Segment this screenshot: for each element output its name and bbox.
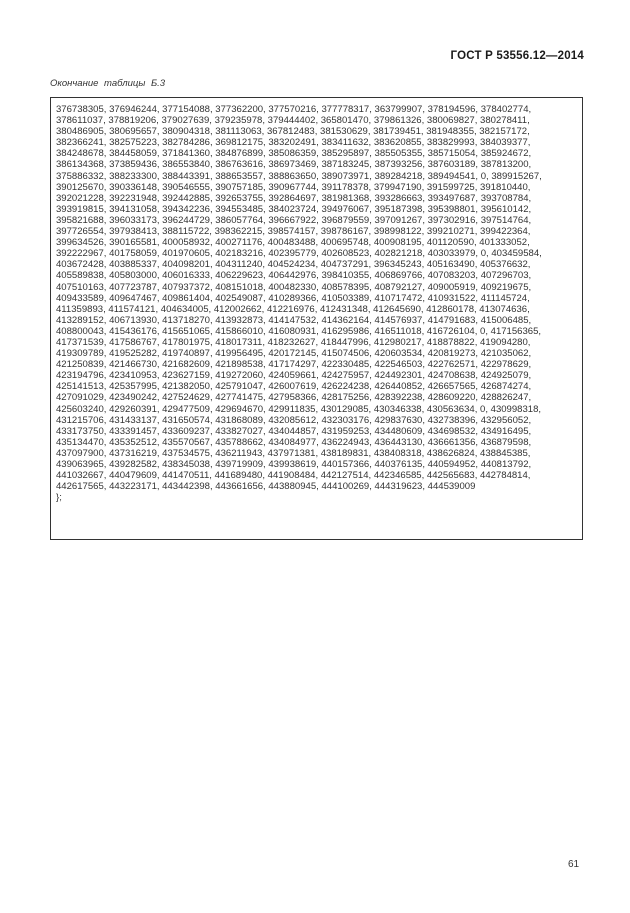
table-text-line: 441032667, 440479609, 441470511, 4416894… — [56, 470, 531, 482]
table-text-line: 380486905, 380695657, 380904318, 3811130… — [56, 126, 530, 138]
table-text-line: 407510163, 407723787, 407937372, 4081510… — [56, 281, 532, 293]
table-text-line: 403672428, 403885337, 404098201, 4043112… — [56, 259, 531, 271]
table-text-line: 413289152, 406713930, 413718270, 4139328… — [56, 314, 532, 326]
table-text-line: 376738305, 376946244, 377154088, 3773622… — [56, 104, 532, 115]
page-number: 61 — [568, 859, 580, 870]
table-b3-continuation: 376738305, 376946244, 377154088, 3773622… — [50, 97, 583, 540]
table-text-line: 411359893, 411574121, 404634005, 4120026… — [56, 303, 530, 315]
table-text-line: 417371539, 417586767, 417801975, 4180173… — [56, 336, 531, 348]
table-text-line: 405589838, 405803000, 406016333, 4062296… — [56, 270, 532, 282]
table-text-line: 427091029, 423490242, 427524629, 4277414… — [56, 392, 532, 404]
table-text-line: }; — [56, 492, 62, 504]
table-text-line: 433173750, 433391457, 433609237, 4338270… — [56, 425, 532, 437]
table-text-line: 392222967, 401758059, 401970605, 4021832… — [56, 248, 542, 260]
table-text-line: 392021228, 392231948, 392442885, 3926537… — [56, 192, 532, 204]
table-text-line: 425141513, 425357995, 421382050, 4257910… — [56, 381, 532, 393]
table-text-line: 378611037, 378819206, 379027639, 3792359… — [56, 115, 530, 127]
document-standard-header: ГОСТ Р 53556.12—2014 — [450, 50, 584, 62]
table-text-line: 431215706, 431433137, 431650574, 4318680… — [56, 414, 532, 426]
table-text-line: 419309789, 419525282, 419740897, 4199564… — [56, 348, 532, 360]
table-text-line: 393919815, 394131058, 394342236, 3945534… — [56, 203, 532, 215]
table-text-line: 421250839, 421466730, 421682609, 4218985… — [56, 359, 532, 371]
table-text-line: 397726554, 397938413, 388115722, 3983622… — [56, 226, 531, 238]
table-text-line: 425603240, 429260391, 429477509, 4296946… — [56, 403, 542, 415]
table-text-line: 442617565, 443223171, 443442398, 4436616… — [56, 481, 476, 493]
table-text-line: 375886332, 388233300, 388443391, 3886535… — [56, 170, 542, 182]
table-text-line: 437097900, 437316219, 437534575, 4362119… — [56, 447, 531, 459]
table-text-line: 382366241, 382575223, 382784286, 3698121… — [56, 137, 531, 149]
table-caption: Окончание таблицы Б.3 — [50, 78, 166, 89]
table-text-line: 399634526, 390165581, 400058932, 4002711… — [56, 237, 530, 249]
table-text-line: 435134470, 435352512, 435570567, 4357886… — [56, 436, 532, 448]
table-text-line: 384248678, 384458059, 371841360, 3848768… — [56, 148, 532, 160]
table-text-line: 386134368, 373859436, 386553840, 3867636… — [56, 159, 532, 171]
table-text-line: 395821688, 396033173, 396244729, 3860577… — [56, 214, 532, 226]
table-text-line: 390125670, 390336148, 390546555, 3907571… — [56, 181, 531, 193]
table-text-line: 408800043, 415436176, 415651065, 4158660… — [56, 325, 542, 337]
table-text-line: 423194796, 423410953, 423627159, 4192720… — [56, 370, 532, 382]
table-text-line: 439063965, 439282582, 438345038, 4397199… — [56, 459, 532, 470]
table-text-line: 409433589, 409647467, 409861404, 4025490… — [56, 292, 530, 304]
